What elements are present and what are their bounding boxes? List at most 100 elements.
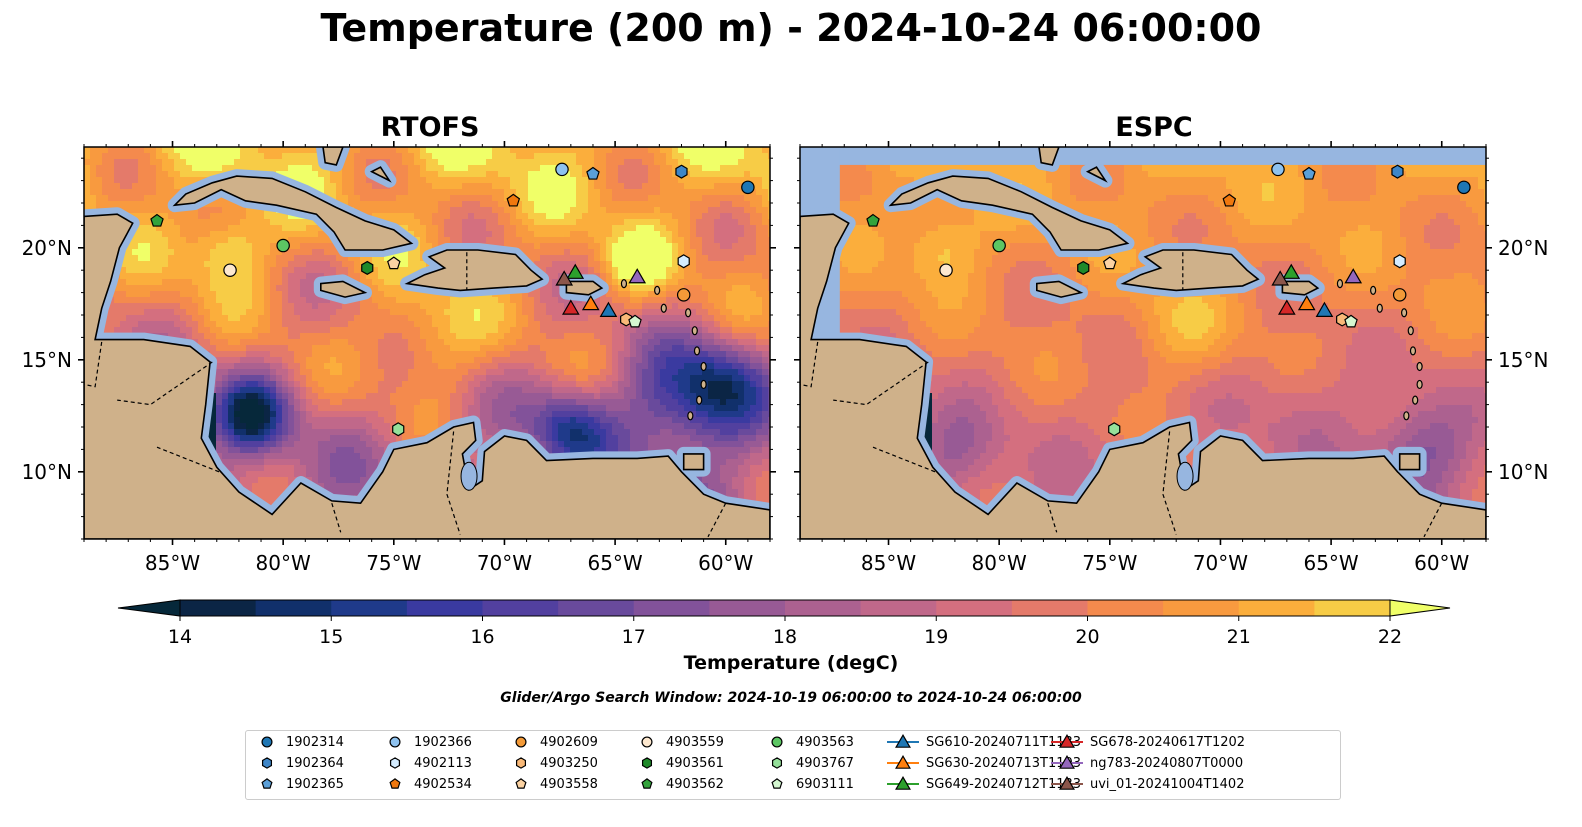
legend-item: 4903558 — [508, 774, 598, 794]
colorbar-segment — [709, 600, 786, 616]
land-bahamas — [1038, 147, 1060, 166]
lon-tick-label: 70°W — [1193, 551, 1248, 575]
land-hispaniola — [1120, 249, 1260, 292]
float-4903558 — [1103, 256, 1117, 270]
glider-SG630-20240713T1103 — [1297, 294, 1316, 311]
legend-marker — [1051, 776, 1083, 790]
colorbar-tick-label: 15 — [319, 626, 343, 648]
glider-SG678-20240617T1202 — [1278, 299, 1296, 315]
glider-SG610-20240711T1133 — [599, 301, 618, 317]
legend-item: ng783-20240807T0000 — [1050, 753, 1243, 773]
legend-marker — [1051, 755, 1083, 769]
colorbar-tick-label: 14 — [168, 626, 192, 648]
float-4903561 — [1077, 260, 1090, 276]
legend-label: 4902534 — [414, 776, 472, 792]
land — [84, 147, 770, 539]
no-data-band — [800, 147, 1486, 165]
legend-item: SG649-20240712T1133 — [886, 774, 1081, 794]
legend-label: 1902364 — [286, 755, 344, 771]
lon-tick-label: 70°W — [477, 551, 532, 575]
land-yucatan — [800, 213, 1486, 539]
legend-label: 4903558 — [540, 776, 598, 792]
lat-tick-label: 10°N — [22, 460, 72, 484]
legend-marker — [641, 757, 653, 769]
glider-ng783-20240807T0000 — [628, 268, 647, 284]
legend-marker — [389, 778, 401, 789]
colorbar-segment — [1314, 600, 1391, 616]
legend-marker — [887, 734, 919, 748]
glider-uvi_01-20241004T1402 — [1271, 270, 1290, 286]
glider-ng783-20240807T0000 — [1344, 268, 1363, 284]
legend-marker — [389, 736, 401, 748]
colorbar-segment — [482, 600, 559, 616]
land-bahamas — [322, 147, 344, 166]
legend-float-marker — [771, 736, 783, 748]
lon-tick-label: 60°W — [698, 551, 753, 575]
float-4903767 — [392, 422, 405, 437]
glider-markers — [1271, 263, 1363, 317]
float-4903250 — [620, 312, 633, 327]
glider-SG630-20240713T1103 — [581, 294, 600, 311]
legend-float-marker — [515, 757, 527, 769]
legend-label: 4903559 — [666, 734, 724, 750]
colorbar-tick-label: 17 — [622, 626, 646, 648]
land-trinidad — [682, 453, 705, 471]
legend-label: 4903561 — [666, 755, 724, 771]
land-puertorico — [565, 280, 604, 296]
lon-tick-label: 80°W — [256, 551, 311, 575]
argo-floats — [866, 162, 1471, 437]
legend-item: SG678-20240617T1202 — [1050, 732, 1245, 752]
float-4903250 — [1336, 312, 1349, 327]
legend-float-marker — [641, 757, 653, 769]
legend-item: 4903563 — [764, 732, 854, 752]
panel-title-espc: ESPC — [1115, 112, 1193, 143]
land-cuba — [172, 175, 414, 251]
land-bahamas2 — [369, 166, 392, 183]
legend-item: SG630-20240713T1103 — [886, 753, 1081, 773]
lon-tick-label: 75°W — [1082, 551, 1137, 575]
legend-label: 6903111 — [796, 776, 854, 792]
float-6903111 — [1344, 314, 1358, 328]
legend-float-marker — [515, 736, 527, 748]
legend-label: uvi_01-20241004T1402 — [1090, 776, 1245, 792]
lon-tick-label: 60°W — [1414, 551, 1469, 575]
float-4902609 — [1392, 288, 1407, 302]
legend-marker — [887, 755, 919, 769]
legend-item: 4902113 — [382, 753, 472, 773]
float-1902365 — [1302, 166, 1316, 180]
colorbar: 14 15 16 17 18 19 20 21 22 — [117, 599, 1451, 648]
legend-marker — [515, 757, 527, 769]
float-4903559 — [939, 263, 953, 277]
colorbar-segment — [936, 600, 1013, 616]
legend-item: 4902534 — [382, 774, 472, 794]
float-1902364 — [675, 164, 688, 179]
float-1902314 — [1457, 180, 1471, 195]
float-1902314 — [741, 180, 755, 195]
float-1902366 — [1271, 162, 1285, 177]
float-4903562 — [866, 213, 880, 227]
legend-marker — [389, 757, 401, 769]
legend-float-marker — [261, 736, 273, 748]
colorbar-tick-label: 22 — [1378, 626, 1402, 648]
legend-float-marker — [641, 736, 653, 748]
legend-float-marker — [261, 757, 273, 769]
float-4902534 — [506, 193, 521, 207]
colorbar-segment — [1238, 600, 1315, 616]
colorbar-tick-label: 21 — [1227, 626, 1251, 648]
float-6903111 — [628, 314, 642, 328]
legend-label: SG678-20240617T1202 — [1090, 734, 1246, 750]
legend-marker — [515, 778, 527, 789]
legend-item: 4903559 — [634, 732, 724, 752]
legend-label: 4902609 — [540, 734, 598, 750]
lon-tick-label: 75°W — [366, 551, 421, 575]
map-frame — [799, 146, 1487, 540]
legend-marker — [261, 757, 273, 769]
legend-marker — [641, 778, 653, 789]
legend-marker — [771, 757, 783, 769]
float-4902534 — [1222, 193, 1237, 207]
map-content-espc — [800, 147, 1486, 539]
colorbar-segment — [406, 600, 483, 616]
legend-label: SG630-20240713T1103 — [926, 755, 1082, 771]
legend-float-marker — [261, 778, 273, 789]
legend-label: 1902365 — [286, 776, 344, 792]
